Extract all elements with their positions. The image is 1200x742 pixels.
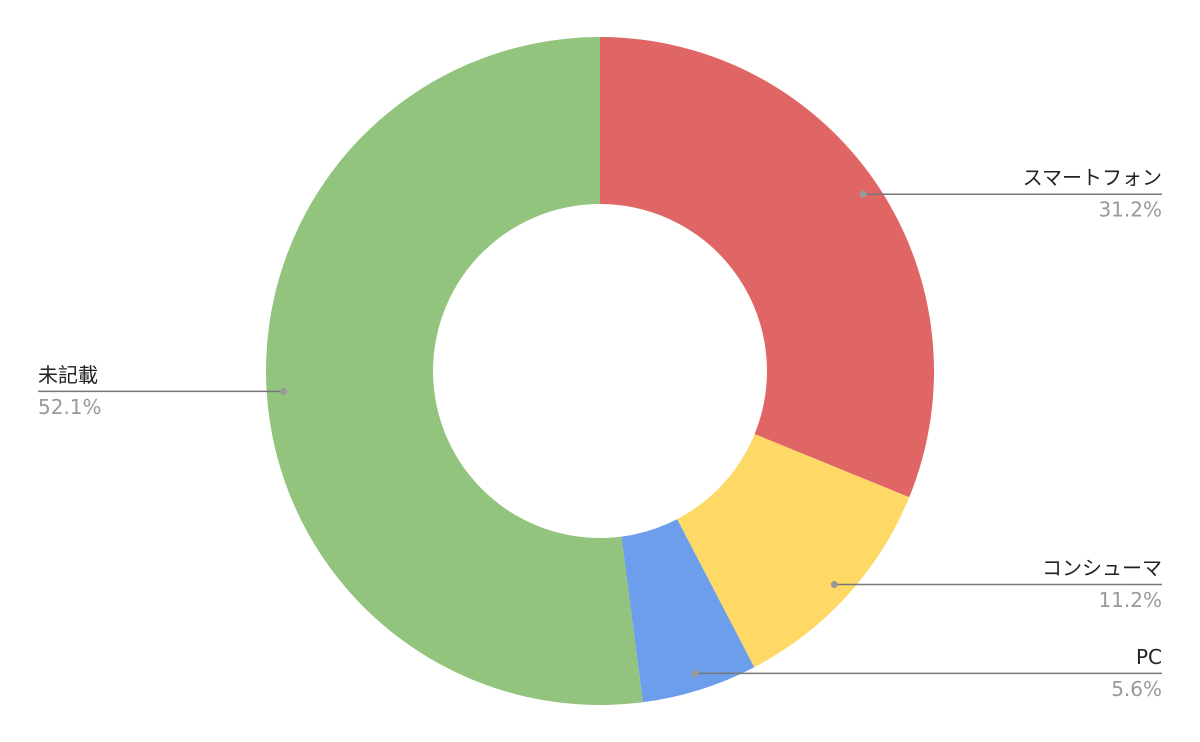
slice-label: 未記載 [38,363,98,387]
slice-label: コンシューマ [1042,556,1162,580]
value-label: 11.2% [1098,588,1162,612]
leader-dot [691,669,699,677]
value-label: 52.1% [38,395,102,419]
leader-dot [859,190,867,198]
value-label: 5.6% [1111,677,1162,701]
slice [677,434,910,668]
slice [621,519,755,703]
slice [266,37,643,705]
value-label: 31.2% [1098,198,1162,222]
leader-dot [280,387,288,395]
slice-label: PC [1136,645,1162,669]
slice-label: スマートフォン [1023,166,1162,190]
leader-dot [830,581,838,589]
slice [600,37,935,498]
